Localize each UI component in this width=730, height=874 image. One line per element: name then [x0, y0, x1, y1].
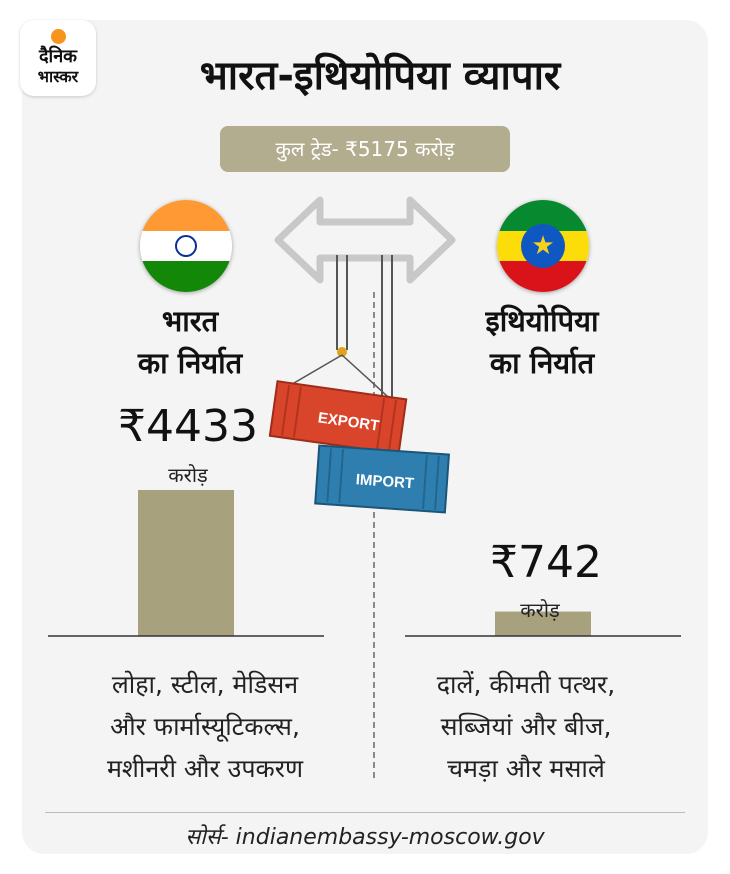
india-export-unit: करोड़ — [168, 463, 208, 487]
ethiopia-export-unit: करोड़ — [520, 598, 560, 622]
bar-ethiopia-export — [495, 611, 591, 636]
logo-text-line2: भास्कर — [37, 67, 79, 86]
center-divider — [373, 292, 375, 778]
ashoka-chakra-icon — [175, 235, 197, 257]
star-emblem-icon: ★ — [521, 224, 565, 268]
india-export-heading: भारत का निर्यात — [137, 304, 243, 380]
double-arrow-icon — [274, 196, 456, 284]
source-note: सोर्स- indianembassy-moscow.gov — [185, 825, 545, 850]
india-export-items: लोहा, स्टील, मेडिसन और फार्मास्यूटिकल्स,… — [106, 670, 304, 783]
logo-text-line1: दैनिक — [38, 46, 78, 67]
ethiopia-export-value: ₹742 — [490, 537, 602, 588]
ethiopia-export-heading: इथियोपिया का निर्यात — [485, 304, 599, 380]
ethiopia-export-items: दालें, कीमती पत्थर, सब्जियां और बीज, चमड… — [436, 670, 616, 783]
brand-logo[interactable]: दैनिक भास्कर — [20, 20, 96, 96]
bar-india-export — [138, 490, 234, 636]
page-title: भारत-इथियोपिया व्यापार — [199, 53, 561, 99]
ethiopia-flag-icon: ★ — [497, 200, 589, 292]
source-divider — [45, 812, 685, 813]
total-trade-badge: कुल ट्रेड- ₹5175 करोड़ — [220, 126, 510, 172]
import-container-label: IMPORT — [355, 471, 414, 492]
shipping-containers-illustration: EXPORT IMPORT — [268, 255, 451, 514]
india-flag-icon — [140, 200, 232, 292]
india-export-value: ₹4433 — [118, 401, 258, 452]
logo-sun-icon — [51, 29, 66, 44]
